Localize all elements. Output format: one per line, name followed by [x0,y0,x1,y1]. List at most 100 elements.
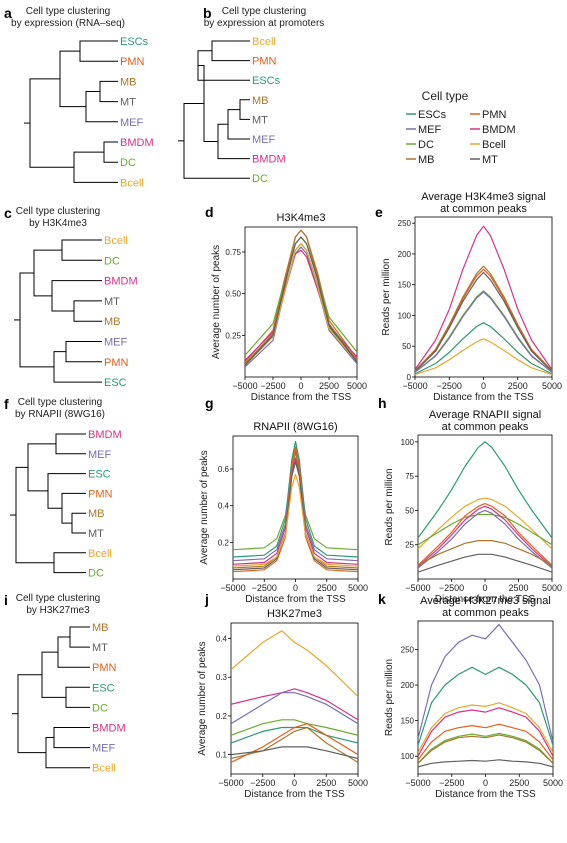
dendrogram-leaf-label: DC [104,255,120,267]
x-axis-label: Distance from the TSS [433,392,534,403]
series-line-bcell [418,702,553,753]
dendrogram-title: Cell type clustering [16,206,100,217]
y-tick-label: 0.2 [216,712,228,721]
x-tick-label: 0 [293,583,298,593]
series-line-mt [418,759,553,768]
x-tick-label: −2500 [250,778,275,788]
series-line-dc [231,719,358,736]
panel-letter-k: k [378,591,386,607]
x-tick-label: 5000 [543,778,563,788]
series-line-pmn [231,723,358,763]
x-tick-label: −5000 [232,381,257,391]
dendrogram-subtitle: by expression (RNA–seq) [11,18,125,29]
series-line-mef [233,450,358,562]
series-line-dc [418,732,553,764]
dendrogram-leaf-label: PMN [92,662,117,674]
y-axis-label: Average number of peaks [211,245,222,359]
y-tick-label: 200 [401,681,415,690]
dendrogram-branch [41,651,66,698]
legend-item-bcell: Bcell [470,139,506,151]
series-line-bcell [233,473,358,567]
series-line-mt [415,271,552,372]
dendrogram-branch [227,109,250,140]
legend-item-dc: DC [406,139,434,151]
legend: Cell type ESCs PMN MEF BMDM DC Bcell MB MT [406,89,516,166]
dendrogram-leaf-label: MEF [92,743,116,755]
y-axis-label: Average number of peaks [199,450,210,564]
dendrogram-branch [65,686,90,708]
panel-letter-b: b [203,5,212,21]
dendrogram-leaf-label: MB [92,622,109,634]
series-line-mef [231,692,358,725]
chart-subtitle: at common peaks [442,607,529,619]
x-tick-label: 2500 [319,381,339,391]
legend-item-escs: ESCs [406,109,447,121]
x-axis-label: Distance from the TSS [251,392,352,403]
chart-j: j H3K27me3 −5000 −2500 0 2500 5000 0.1 0.2 0.3 0.4… [197,591,368,800]
y-tick-label: 50 [402,342,411,351]
y-tick-label: 0.4 [218,502,230,511]
series-line-mt [231,746,358,760]
dendrogram-leaf-label: MT [252,114,268,126]
dendrogram-leaf-label: PMN [252,56,277,68]
y-tick-label: 100 [401,438,415,447]
series-line-mt [418,553,552,573]
dendrogram-leaf-label: PMN [88,488,113,500]
series-line-mb [415,265,552,372]
dendrogram-leaf-label: MEF [104,337,128,349]
x-tick-label: 2500 [316,778,336,788]
series-line-escs [418,666,553,746]
dendrogram-leaf-label: MB [88,508,105,520]
chart-subtitle: at common peaks [440,203,527,215]
dendrogram-branch [197,50,250,81]
x-tick-label: −5000 [218,778,243,788]
series-line-bmdm [415,225,552,370]
series-line-escs [233,440,358,558]
dendrogram-leaf-label: ESC [92,682,115,694]
plot-frame [417,620,554,775]
x-tick-label: 5000 [347,381,367,391]
y-tick-label: 25 [405,541,414,550]
dendrogram-leaf-label: MT [92,642,108,654]
y-axis-label: Reads per million [381,258,392,335]
x-tick-label: 0 [481,381,486,391]
dendrogram-branch [53,727,90,749]
y-tick-label: 0.1 [216,751,228,760]
x-tick-label: −2500 [260,381,285,391]
dendrogram-leaf-label: PMN [120,56,145,68]
series-line-mef [418,623,553,743]
dendrogram-leaf-label: Bcell [252,36,276,48]
y-tick-label: 75 [405,472,414,481]
dendrogram-branch [57,636,90,668]
x-tick-label: 5000 [348,778,368,788]
dendrogram-leaf-label: ESCs [252,75,281,87]
y-tick-label: 150 [401,717,415,726]
y-tick-label: 0.50 [225,290,241,299]
series-line-bmdm [418,505,552,568]
x-tick-label: −5000 [405,583,430,593]
legend-item-mef: MEF [406,124,442,136]
chart-title: RNAPII (8WG16) [253,421,337,433]
dendrogram-leaf-label: ESCs [120,36,149,48]
chart-title: H3K27me3 [267,608,322,620]
dendrogram-title: Cell type clustering [222,6,306,17]
dendrogram-title: Cell type clustering [16,593,100,604]
dendrogram-branch [47,473,86,509]
chart-title: H3K4me3 [277,212,326,224]
x-tick-label: −2500 [252,583,277,593]
dendrogram-leaf-label: Bcell [104,235,128,247]
series-line-pmn [233,446,358,573]
dendrogram-subtitle: by expression at promoters [204,18,325,29]
series-line-pmn [415,268,552,372]
chart-g: g RNAPII (8WG16) −5000 −2500 0 2500 5000 0.2 0.4… [199,395,368,605]
dendrogram-branch [79,40,118,62]
dendrogram-leaf-label: DC [252,173,268,185]
dendrogram-leaf-label: BMDM [252,154,286,166]
legend-title: Cell type [422,89,469,103]
series-line-dc [233,459,358,551]
dendrogram-branch [33,249,62,297]
